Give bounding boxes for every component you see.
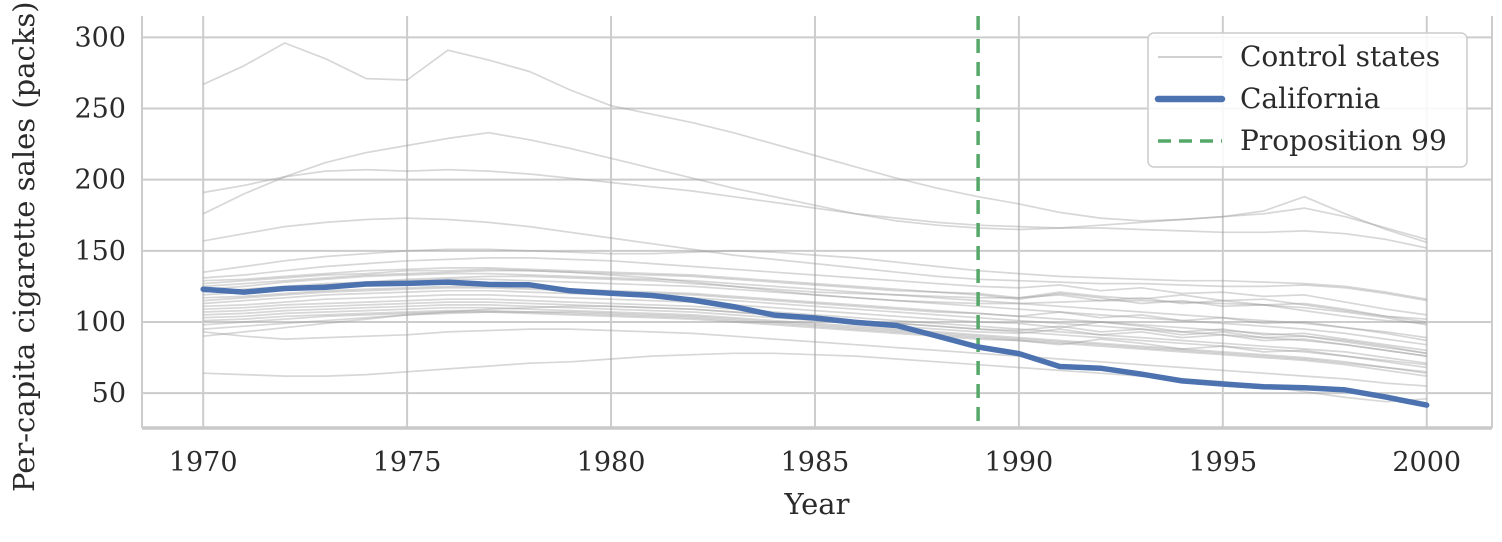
y-tick-label-150: 150 <box>74 236 126 267</box>
control-state-line-16 <box>203 294 1427 352</box>
control-state-line-6 <box>203 257 1427 316</box>
x-tick-label-1975: 1975 <box>373 447 442 478</box>
legend-label-proposition-99: Proposition 99 <box>1240 124 1447 157</box>
control-state-line-2 <box>203 168 1427 249</box>
x-tick-labels: 1970 1975 1980 1985 1990 1995 2000 <box>169 447 1461 478</box>
y-tick-label-50: 50 <box>92 378 126 409</box>
control-state-line-23 <box>203 311 1427 373</box>
control-state-line-12 <box>203 275 1427 323</box>
control-state-line-17 <box>203 298 1427 365</box>
california-line-layer <box>200 279 1430 408</box>
y-tick-labels: 50 100 150 200 250 300 <box>74 22 126 409</box>
y-tick-label-300: 300 <box>74 22 126 53</box>
axis-spines <box>141 16 1493 430</box>
control-state-line-7 <box>203 267 1427 325</box>
y-tick-label-200: 200 <box>74 165 126 196</box>
legend-frame <box>1147 32 1468 168</box>
x-tick-label-1985: 1985 <box>781 447 850 478</box>
control-state-line-1 <box>202 42 1427 244</box>
control-state-line-4 <box>203 217 1427 302</box>
control-state-line-13 <box>203 285 1427 355</box>
control-state-line-24 <box>203 328 1427 387</box>
x-tick-label-2000: 2000 <box>1392 447 1461 478</box>
california-line <box>200 279 1430 408</box>
control-state-line-20 <box>203 306 1427 375</box>
y-axis-label: Per-capita cigarette sales (packs) <box>7 1 41 492</box>
control-state-line-9 <box>203 269 1427 320</box>
x-tick-label-1990: 1990 <box>985 447 1054 478</box>
legend-label-california: California <box>1240 82 1380 115</box>
control-state-line-3 <box>202 131 1427 241</box>
control-state-line-10 <box>203 272 1427 342</box>
control-state-line-22 <box>203 311 1427 366</box>
control-state-line-15 <box>203 289 1427 357</box>
control-state-line-14 <box>203 286 1427 339</box>
control-state-line-8 <box>203 268 1427 326</box>
x-tick-label-1995: 1995 <box>1188 447 1257 478</box>
legend-label-control-states: Control states <box>1240 40 1440 73</box>
legend: Control states California Proposition 99 <box>1147 32 1468 168</box>
y-tick-label-100: 100 <box>74 307 126 338</box>
x-tick-label-1970: 1970 <box>169 447 238 478</box>
x-axis-label: Year <box>784 487 850 521</box>
control-state-line-21 <box>203 309 1427 377</box>
x-tick-label-1980: 1980 <box>577 447 646 478</box>
y-tick-label-250: 250 <box>74 94 126 125</box>
control-state-line-5 <box>203 248 1427 301</box>
